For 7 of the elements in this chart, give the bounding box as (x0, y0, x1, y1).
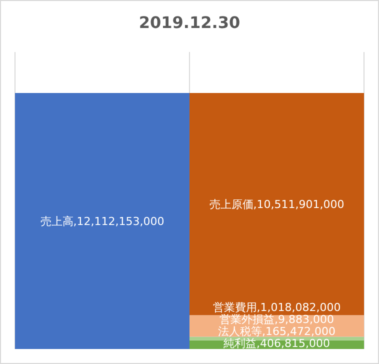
data-label: 純利益,406,815,000 (224, 337, 330, 350)
chart-title: 2019.12.30 (138, 13, 240, 32)
data-label: 売上高,12,112,153,000 (40, 215, 164, 228)
data-label: 売上原価,10,511,901,000 (209, 198, 344, 212)
data-label: 営業費用,1,018,082,000 (212, 301, 341, 314)
data-label: 法人税等,165,472,000 (218, 325, 336, 338)
data-label: 営業外損益,9,883,000 (220, 313, 334, 326)
